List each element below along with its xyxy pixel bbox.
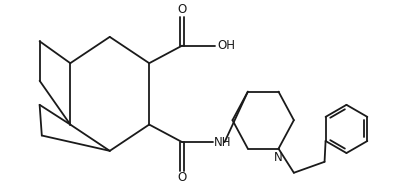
Text: O: O: [177, 172, 187, 185]
Text: OH: OH: [217, 39, 235, 52]
Text: N: N: [274, 151, 283, 164]
Text: O: O: [177, 3, 187, 16]
Text: NH: NH: [214, 136, 231, 149]
